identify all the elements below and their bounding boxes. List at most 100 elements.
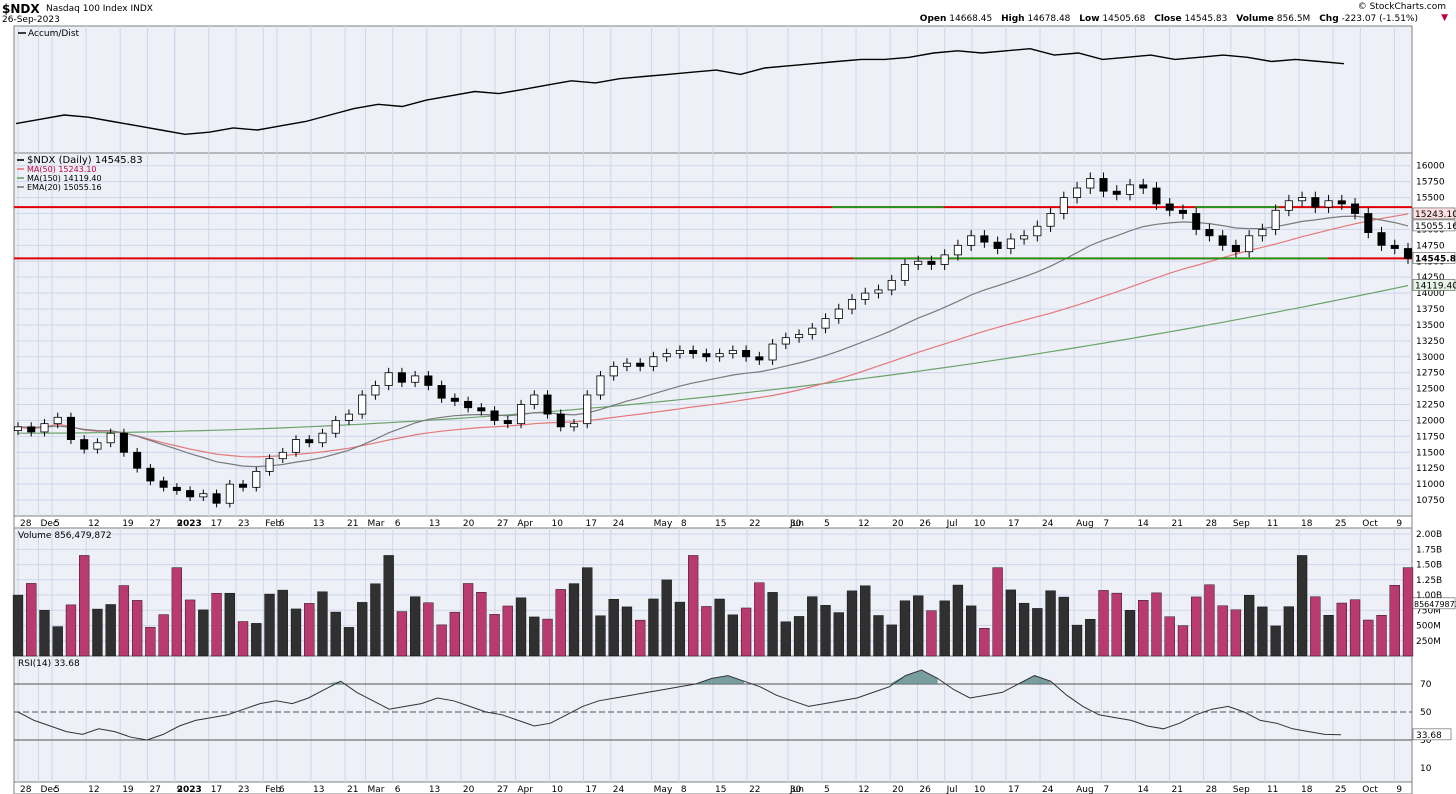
y-tick-label: 11000 bbox=[1416, 480, 1445, 490]
candle bbox=[305, 439, 314, 444]
y-tick-label: 250M bbox=[1416, 637, 1441, 647]
x-tick-label: 27 bbox=[149, 785, 160, 794]
rsi-legend: RSI(14) 33.68 bbox=[18, 659, 80, 669]
candle bbox=[291, 439, 301, 453]
chg-label: Chg bbox=[1319, 14, 1339, 24]
candle bbox=[1324, 200, 1333, 208]
candle bbox=[689, 350, 698, 355]
volume-bar bbox=[158, 614, 169, 657]
y-tick-label: 750M bbox=[1416, 606, 1441, 616]
volume-bar bbox=[1296, 555, 1308, 657]
candle bbox=[914, 260, 923, 265]
volume-bar bbox=[290, 608, 302, 657]
candle bbox=[93, 442, 102, 450]
x-tick-label: 14 bbox=[1137, 519, 1149, 529]
price-legend-item: MA(150) 14119.40 bbox=[27, 174, 102, 183]
x-tick-label: 27 bbox=[497, 519, 508, 529]
volume-label: Volume bbox=[1236, 14, 1274, 24]
y-tick-label: 12500 bbox=[1416, 385, 1445, 395]
volume-bar bbox=[489, 614, 500, 657]
candle bbox=[27, 426, 36, 433]
volume-bar bbox=[899, 600, 911, 657]
y-tick-label: 1.00B bbox=[1416, 591, 1442, 601]
x-tick-label: Dec bbox=[40, 785, 57, 794]
y-tick-label: 12750 bbox=[1416, 369, 1445, 379]
y-tick-label: 16000 bbox=[1416, 162, 1445, 172]
volume-bar bbox=[1032, 608, 1043, 657]
x-axis-strip bbox=[13, 515, 1413, 529]
candle bbox=[397, 372, 406, 383]
candle bbox=[649, 356, 658, 367]
price-tag bbox=[1412, 279, 1456, 291]
x-tick-label: 26 bbox=[919, 785, 931, 794]
y-tick-label: 14250 bbox=[1416, 273, 1445, 283]
x-tick-label: 9 bbox=[1396, 519, 1402, 529]
volume-bar bbox=[767, 592, 778, 657]
x-tick-label: 7 bbox=[1103, 785, 1109, 794]
x-tick-label: 6 bbox=[395, 519, 401, 529]
ma150-line bbox=[18, 284, 1409, 434]
candle bbox=[1337, 200, 1346, 205]
volume-bar bbox=[833, 612, 844, 657]
volume-bar bbox=[635, 619, 646, 657]
candle bbox=[411, 375, 420, 383]
candle bbox=[477, 407, 486, 412]
volume-bar bbox=[754, 582, 765, 657]
candle bbox=[1178, 209, 1187, 214]
x-tick-label: Jun bbox=[789, 785, 804, 794]
ma50-line bbox=[17, 213, 1409, 458]
y-tick-label: 14750 bbox=[1416, 241, 1445, 251]
candle bbox=[146, 467, 155, 482]
x-tick-label: May bbox=[654, 785, 673, 794]
candle bbox=[424, 375, 433, 386]
volume-tag bbox=[1412, 597, 1456, 610]
x-tick-label: 17 bbox=[1008, 785, 1019, 794]
candle bbox=[900, 264, 909, 281]
x-tick-label: 11 bbox=[1267, 519, 1278, 529]
x-tick-label: 21 bbox=[1172, 785, 1183, 794]
candle bbox=[1218, 235, 1227, 246]
x-tick-label: 24 bbox=[1042, 519, 1054, 529]
x-tick-label: 24 bbox=[613, 519, 625, 529]
rsi-overbought-fill bbox=[889, 675, 906, 684]
volume-bar bbox=[304, 603, 315, 657]
x-tick-label: 22 bbox=[749, 785, 760, 794]
volume-bar bbox=[714, 598, 725, 657]
y-tick-label: 11250 bbox=[1416, 464, 1445, 474]
candle bbox=[239, 483, 248, 488]
x-tick-label: 17 bbox=[211, 785, 222, 794]
candle bbox=[225, 483, 234, 504]
volume-bar bbox=[1058, 596, 1069, 657]
x-tick-label: 30 bbox=[790, 519, 802, 529]
volume-bar bbox=[1376, 615, 1387, 657]
price-tag-label: 15055.16 bbox=[1415, 222, 1456, 232]
y-tick-label: 1.75B bbox=[1416, 545, 1442, 555]
volume-bar bbox=[648, 598, 659, 657]
x-tick-label: Dec bbox=[40, 519, 57, 529]
volume-bar bbox=[674, 601, 686, 657]
y-tick-label: 2.00B bbox=[1416, 530, 1442, 540]
x-tick-label: 8 bbox=[681, 785, 687, 794]
y-tick-label: 11500 bbox=[1416, 448, 1445, 458]
x-tick-label: 5 bbox=[824, 519, 830, 529]
candle bbox=[384, 372, 393, 386]
y-tick-label: 15500 bbox=[1416, 194, 1445, 204]
candle bbox=[675, 350, 684, 355]
candle bbox=[318, 432, 327, 444]
x-tick-label: Aug bbox=[1076, 519, 1094, 529]
x-tick-label: 15 bbox=[715, 519, 726, 529]
volume-bar bbox=[555, 589, 566, 657]
volume-legend: Volume 856,479,872 bbox=[18, 531, 112, 541]
x-tick-label: Sep bbox=[1233, 785, 1250, 794]
volume-bar bbox=[1323, 614, 1334, 657]
candle bbox=[344, 413, 353, 421]
candle bbox=[503, 420, 512, 425]
volume-bar bbox=[595, 615, 606, 657]
x-tick-label: 28 bbox=[20, 785, 32, 794]
x-tick-label: 7 bbox=[1103, 519, 1109, 529]
x-tick-label: 20 bbox=[892, 519, 904, 529]
candle bbox=[980, 235, 989, 243]
candle bbox=[1231, 244, 1240, 253]
candle bbox=[622, 362, 631, 367]
